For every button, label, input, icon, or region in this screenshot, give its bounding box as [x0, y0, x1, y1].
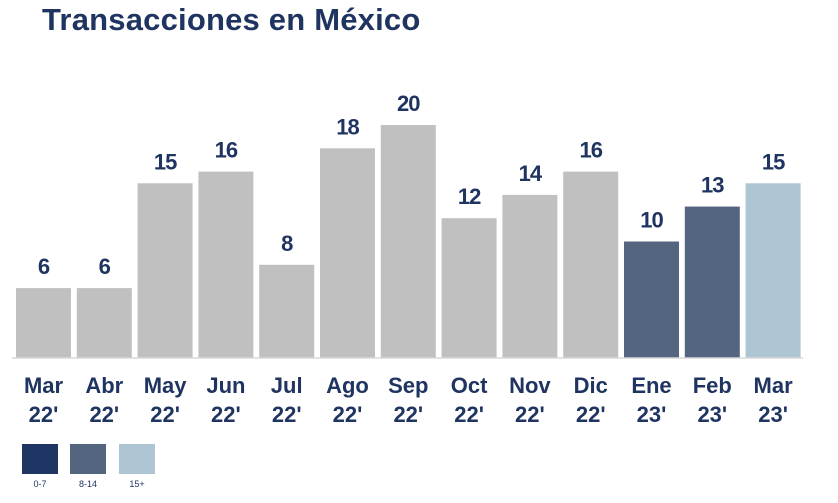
x-tick-label-9: Dic 22'	[574, 373, 608, 427]
bar-7	[441, 218, 497, 358]
bar-9	[563, 171, 619, 358]
bar-3	[198, 171, 254, 358]
x-tick-label-0: Mar 22'	[24, 373, 64, 427]
value-label-3: 16	[215, 138, 238, 163]
value-label-6: 20	[397, 91, 420, 116]
x-tick-label-7: Oct 22'	[451, 373, 488, 427]
legend-swatch-0	[22, 444, 58, 474]
x-tick-label-5: Ago 22'	[326, 373, 369, 427]
value-label-0: 6	[38, 254, 50, 279]
legend-swatch-1	[70, 444, 106, 474]
value-label-5: 18	[336, 114, 359, 139]
x-tick-label-1: Abr 22'	[85, 373, 123, 427]
x-tick-label-4: Jul 22'	[271, 373, 303, 427]
value-label-8: 14	[519, 161, 543, 186]
bar-8	[502, 194, 558, 358]
legend-label-2: 15+	[129, 479, 145, 489]
x-tick-label-2: May 22'	[144, 373, 188, 427]
bar-5	[320, 148, 375, 358]
bar-10	[624, 241, 679, 358]
value-label-11: 13	[701, 173, 724, 198]
x-tick-label-12: Mar 23'	[754, 373, 794, 427]
bar-11	[684, 206, 740, 358]
value-label-4: 8	[281, 231, 293, 256]
bar-2	[137, 183, 193, 358]
legend-label-1: 8-14	[78, 479, 97, 489]
x-tick-label-8: Nov 22'	[509, 373, 551, 427]
bar-6	[380, 125, 436, 358]
chart-title: Transacciones en México	[42, 2, 421, 37]
value-label-1: 6	[99, 254, 111, 279]
bar-1	[76, 288, 132, 358]
x-tick-label-11: Feb 23'	[693, 373, 732, 427]
x-tick-label-6: Sep 22'	[388, 373, 428, 427]
legend-swatch-2	[119, 444, 155, 474]
x-tick-labels-group: Mar 22' Abr 22' May 22' Jun 22' Jul 22' Ago 22' Sep 2…	[24, 373, 793, 427]
bar-chart: 6 6 15 16 8 18 20 12 14 16 10 13 15 Mar 22' Abr 22' May 2…	[12, 91, 803, 427]
value-label-7: 12	[458, 184, 481, 209]
bars-group	[16, 125, 801, 358]
value-label-9: 16	[579, 138, 602, 163]
x-tick-label-3: Jun 22'	[206, 373, 245, 427]
value-label-10: 10	[640, 208, 663, 233]
bar-4	[259, 264, 315, 358]
value-label-12: 15	[762, 149, 785, 174]
value-labels-group: 6 6 15 16 8 18 20 12 14 16 10 13 15	[38, 91, 786, 279]
value-label-2: 15	[154, 149, 177, 174]
bar-12	[745, 183, 801, 358]
x-tick-label-10: Ene 23'	[631, 373, 671, 427]
legend-label-0: 0-7	[33, 479, 47, 489]
bar-0	[16, 288, 71, 358]
